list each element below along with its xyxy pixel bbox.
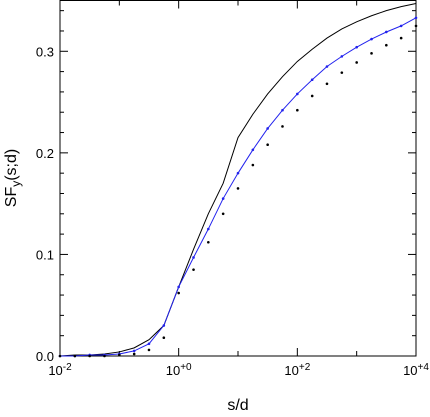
data-dot	[147, 348, 151, 352]
data-dot	[266, 127, 269, 130]
data-dot	[385, 43, 388, 47]
data-dot	[132, 352, 136, 356]
data-dot	[73, 354, 77, 358]
x-tick-exp: +2	[299, 362, 311, 373]
data-dot	[103, 354, 106, 358]
data-dot	[177, 291, 180, 295]
data-dot	[207, 227, 210, 231]
data-dot	[132, 349, 136, 353]
y-label-sub: y	[9, 181, 23, 187]
data-dot	[399, 36, 403, 40]
y-tick-label: 0.2	[36, 146, 54, 161]
plot-frame	[59, 0, 417, 357]
data-dot	[414, 16, 418, 20]
x-tick-exp: -2	[63, 362, 72, 373]
y-label-main: SF	[3, 187, 20, 208]
y-tick-label: 0.1	[36, 247, 54, 262]
data-dot	[385, 30, 388, 34]
data-dot	[58, 354, 62, 358]
data-dot	[221, 212, 225, 216]
x-tick-base: 10	[403, 363, 417, 378]
x-tick-label: 10+0	[166, 362, 192, 378]
data-dot	[340, 71, 344, 74]
y-axis-label: SFy(s;d)	[3, 149, 23, 207]
x-tick-exp: +4	[418, 362, 430, 373]
data-dot	[310, 94, 314, 98]
data-dot	[296, 108, 299, 112]
data-dot	[88, 354, 91, 358]
x-tick-base: 10	[48, 363, 62, 378]
x-tick-exp: +0	[180, 362, 192, 373]
data-dot	[147, 342, 151, 346]
data-dot	[325, 65, 329, 68]
data-dot	[251, 148, 255, 152]
data-dot	[177, 285, 180, 289]
data-dot	[236, 171, 240, 175]
data-dot	[192, 256, 195, 259]
data-dot	[236, 187, 240, 190]
data-dot	[340, 55, 344, 58]
y-tick-label: 0.3	[36, 44, 54, 59]
x-tick-label: 10-2	[48, 362, 72, 378]
data-dot	[266, 143, 269, 147]
x-tick-base: 10	[166, 363, 180, 378]
data-dot	[355, 45, 358, 49]
data-dot	[414, 24, 418, 28]
x-tick-label: 10+4	[403, 362, 429, 378]
data-dot	[281, 125, 284, 128]
data-dot	[207, 240, 210, 244]
data-line	[59, 3, 417, 357]
data-dot	[296, 92, 299, 96]
data-line	[60, 17, 417, 357]
data-dot	[355, 61, 358, 64]
y-label-rest: (s;d)	[3, 149, 20, 181]
y-tick-label: 0.0	[36, 349, 54, 364]
data-dot	[251, 163, 255, 167]
x-axis-label: s/d	[227, 397, 248, 414]
data-dot	[162, 324, 166, 327]
data-dot	[221, 197, 225, 200]
data-dot	[399, 24, 403, 28]
data-dot	[370, 52, 373, 55]
data-dot	[162, 336, 166, 340]
x-tick-base: 10	[284, 363, 298, 378]
data-dot	[325, 82, 329, 86]
data-dot	[370, 37, 373, 41]
data-dot	[310, 78, 314, 82]
data-dot	[192, 268, 195, 271]
data-dot	[281, 108, 284, 112]
data-dot	[118, 353, 121, 357]
x-tick-label: 10+2	[284, 362, 310, 378]
